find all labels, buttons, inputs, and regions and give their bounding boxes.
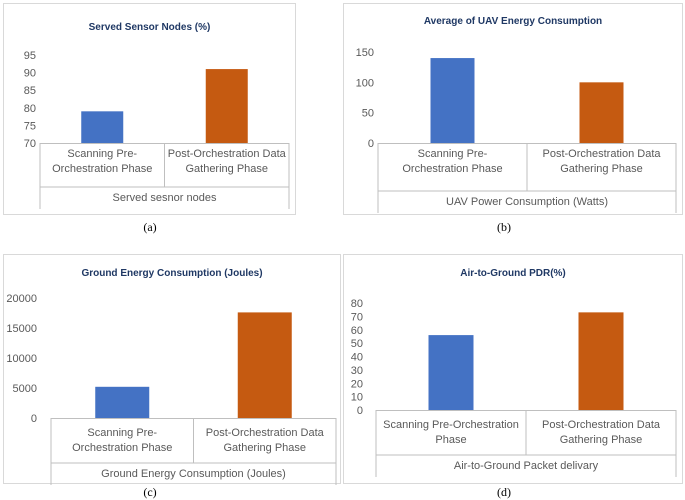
category-label: Gathering Phase [185,163,268,175]
y-tick-label: 80 [24,103,36,115]
y-tick-label: 0 [357,405,363,417]
x-axis-label: Air-to-Ground Packet delivary [454,460,599,472]
x-axis-label: Ground Energy Consumption (Joules) [101,468,286,480]
y-tick-label: 70 [351,311,363,323]
y-tick-label: 85 [24,85,36,97]
y-tick-label: 70 [24,138,36,150]
y-tick-label: 50 [351,338,363,350]
category-label: Orchestration Phase [402,163,502,175]
y-tick-label: 5000 [13,383,37,395]
bar [578,312,624,410]
figure-caption: (d) [497,485,511,499]
category-label: Scanning Pre-Orchestration [383,419,519,431]
category-label: Orchestration Phase [72,442,172,454]
category-label: Post-Orchestration Data [168,148,287,160]
y-tick-label: 75 [24,120,36,132]
bar-chart: 70 75 80 85 90 95 Scanning Pre- Orchestration P… [24,50,290,209]
figure-caption: (c) [143,485,157,499]
y-tick-label: 50 [362,108,374,120]
category-label: Orchestration Phase [52,163,152,175]
y-tick-label: 30 [351,365,363,377]
y-tick-label: 60 [351,325,363,337]
chart-title: Served Sensor Nodes (%) [88,22,211,33]
y-tick-label: 0 [368,138,374,150]
bar-chart: 0 50 100 150 Scanning Pre- Orchestration Phas… [356,47,677,213]
x-axis-label: UAV Power Consumption (Watts) [446,196,608,208]
figure-caption: (a) [143,220,157,234]
category-label: Scanning Pre- [418,148,488,160]
category-label: Post-Orchestration Data [543,148,662,160]
chart-title: Air-to-Ground PDR(%) [460,268,566,279]
chart-title: Average of UAV Energy Consumption [423,16,603,27]
chart-panel-d: Air-to-Ground PDR(%) 0 10 20 30 40 50 60 70 80 Sc… [343,254,683,484]
category-label: Gathering Phase [560,434,643,446]
y-tick-label: 20000 [6,293,37,305]
chart-panel-a: Served Sensor Nodes (%) 70 75 80 85 90 95 Scan… [3,3,296,215]
category-label: Scanning Pre- [67,148,137,160]
bar [95,386,150,418]
category-label: Phase [435,434,466,446]
x-axis-label: Served sesnor nodes [113,192,217,204]
y-tick-label: 0 [31,413,37,425]
category-label: Scanning Pre- [87,427,157,439]
y-tick-label: 40 [351,352,363,364]
chart-title: Ground Energy Consumption (Joules) [81,268,263,279]
chart-panel-c: Ground Energy Consumption (Joules) 0 5000… [3,254,341,485]
y-tick-label: 150 [356,47,374,59]
figure-caption: (b) [497,220,511,234]
bar [579,82,624,143]
category-label: Post-Orchestration Data [542,419,661,431]
y-tick-label: 10 [351,392,363,404]
bar [428,335,474,410]
y-tick-label: 80 [351,298,363,310]
bar [430,58,475,143]
bar [237,312,292,418]
category-label: Post-Orchestration Data [206,427,325,439]
y-tick-label: 15000 [6,323,37,335]
chart-panel-b: Average of UAV Energy Consumption 0 50 100… [343,3,683,215]
bar-chart: 0 5000 10000 15000 20000 Scanning Pre- Orchest… [6,293,337,485]
category-label: Gathering Phase [560,163,643,175]
y-tick-label: 20 [351,378,363,390]
y-tick-label: 95 [24,50,36,62]
bar [205,69,248,143]
y-tick-label: 10000 [6,353,37,365]
category-label: Gathering Phase [223,442,306,454]
bar [81,111,124,143]
y-tick-label: 100 [356,77,374,89]
y-tick-label: 90 [24,68,36,80]
